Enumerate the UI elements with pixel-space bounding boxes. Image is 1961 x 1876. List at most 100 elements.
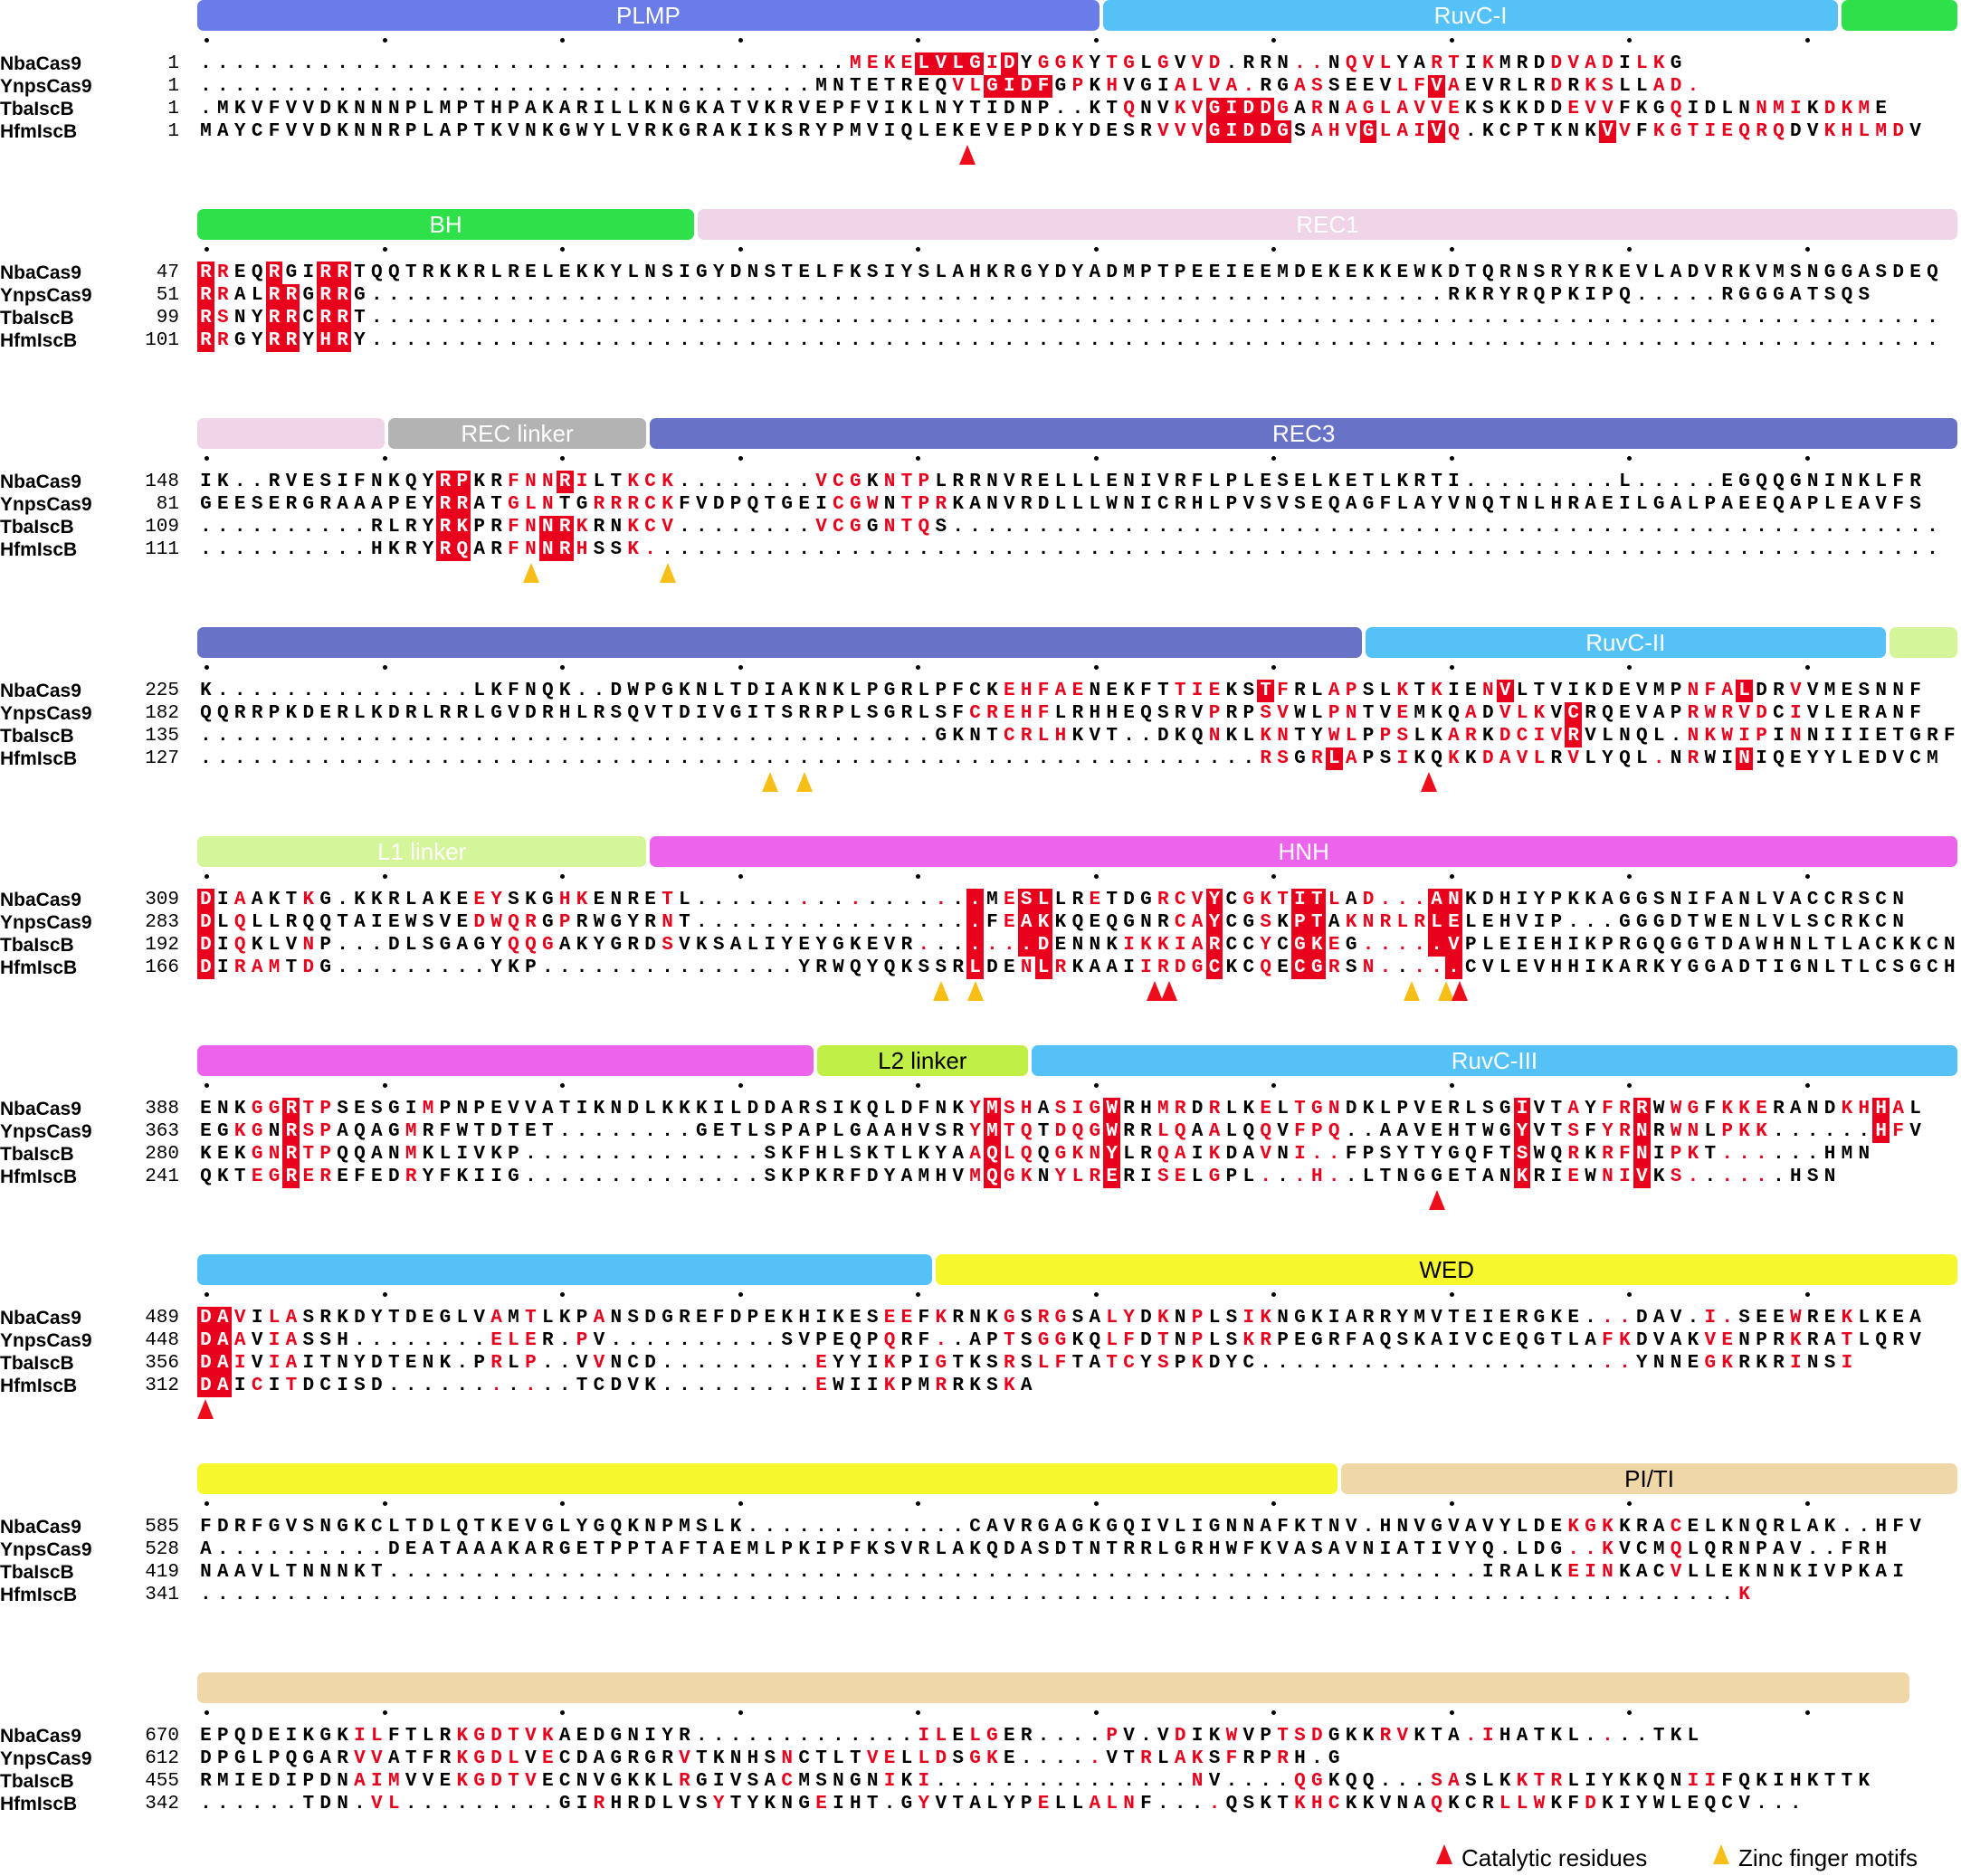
zinc-finger-marker <box>933 981 950 1001</box>
species-name: YnpsCas9 <box>0 1539 92 1560</box>
ruler-dot <box>382 665 387 670</box>
species-name: YnpsCas9 <box>0 703 92 724</box>
ruler-dot <box>1627 456 1633 461</box>
row-start-number: 1 <box>167 121 179 142</box>
species-name: HfmIscB <box>0 1585 78 1605</box>
ruler-dot <box>205 1292 209 1297</box>
ruler-dot <box>916 1501 921 1506</box>
ruler-dot <box>1271 665 1277 670</box>
ruler-dot <box>1805 1083 1811 1088</box>
row-start-number: 455 <box>145 1771 179 1792</box>
species-name: YnpsCas9 <box>0 912 92 933</box>
ruler-dot <box>205 874 209 879</box>
species-name: HfmIscB <box>0 748 78 769</box>
ruler-dot <box>1627 38 1633 43</box>
ruler-dot <box>738 456 743 461</box>
catalytic-residue-marker <box>1451 981 1468 1001</box>
ruler-dot <box>738 874 743 879</box>
ruler-dot <box>1449 1710 1454 1715</box>
ruler-dot <box>1093 456 1099 461</box>
ruler-dot <box>560 874 566 879</box>
ruler-dot <box>382 38 387 43</box>
species-name: NbaCas9 <box>0 53 81 74</box>
species-name: TbaIscB <box>0 517 74 538</box>
species-name: HfmIscB <box>0 330 78 351</box>
ruler-dot <box>382 1083 387 1088</box>
ruler-dot <box>738 247 743 252</box>
ruler-dot <box>1449 1083 1454 1088</box>
species-name: YnpsCas9 <box>0 1748 92 1769</box>
ruler-dot <box>1805 1292 1811 1297</box>
species-name: TbaIscB <box>0 1353 74 1374</box>
ruler-dot <box>1805 456 1811 461</box>
ruler-dot <box>1449 456 1454 461</box>
row-start-number: 388 <box>145 1099 179 1119</box>
species-name: YnpsCas9 <box>0 1121 92 1142</box>
ruler-dot <box>1271 456 1277 461</box>
sequence-row: ........................................… <box>200 748 1938 770</box>
zinc-finger-marker <box>522 563 539 583</box>
row-start-number: 241 <box>145 1167 179 1187</box>
catalytic-residue-marker <box>1429 1190 1446 1210</box>
row-start-number: 612 <box>145 1748 179 1769</box>
ruler-dot <box>382 1501 387 1506</box>
ruler-dot <box>738 1710 743 1715</box>
ruler-dot <box>1449 665 1454 670</box>
domain-bar-continuation <box>197 1463 1338 1494</box>
row-start-number: 363 <box>145 1121 179 1142</box>
legend-catalytic-label: Catalytic residues <box>1461 1844 1648 1871</box>
ruler-dot <box>916 665 921 670</box>
species-name: HfmIscB <box>0 539 78 560</box>
ruler-dot <box>382 874 387 879</box>
row-start-number: 182 <box>145 703 179 724</box>
row-start-number: 280 <box>145 1144 179 1165</box>
row-start-number: 419 <box>145 1562 179 1583</box>
species-name: YnpsCas9 <box>0 1330 92 1351</box>
ruler-dot <box>1627 1710 1633 1715</box>
ruler-dot <box>205 1710 209 1715</box>
ruler-dot <box>916 1292 921 1297</box>
ruler-dot <box>1805 1710 1811 1715</box>
domain-bar-l1-linker: L1 linker <box>197 836 647 867</box>
row-start-number: 1 <box>167 76 179 97</box>
row-start-number: 109 <box>145 517 179 538</box>
ruler-dot <box>916 247 921 252</box>
species-name: NbaCas9 <box>0 1517 81 1538</box>
ruler-dot <box>1627 247 1633 252</box>
zinc-finger-marker <box>659 563 676 583</box>
species-name: YnpsCas9 <box>0 76 92 97</box>
row-start-number: 448 <box>145 1330 179 1351</box>
ruler-dot <box>1093 1501 1099 1506</box>
ruler-dot <box>1805 665 1811 670</box>
row-start-number: 127 <box>145 748 179 769</box>
ruler-dot <box>1271 1710 1277 1715</box>
row-start-number: 99 <box>156 308 179 329</box>
row-start-number: 585 <box>145 1517 179 1538</box>
species-name: HfmIscB <box>0 1376 78 1396</box>
ruler-dot <box>1627 1501 1633 1506</box>
domain-bar-hnh: HNH <box>650 836 1957 867</box>
zinc-triangle-icon <box>1713 1844 1729 1864</box>
catalytic-residue-marker <box>1147 981 1164 1001</box>
catalytic-residue-marker <box>197 1399 214 1419</box>
row-start-number: 670 <box>145 1726 179 1747</box>
ruler-dot <box>738 1083 743 1088</box>
ruler-dot <box>205 1083 209 1088</box>
ruler-dot <box>205 665 209 670</box>
row-start-number: 148 <box>145 471 179 492</box>
ruler-dot <box>1271 1292 1277 1297</box>
row-start-number: 356 <box>145 1353 179 1374</box>
